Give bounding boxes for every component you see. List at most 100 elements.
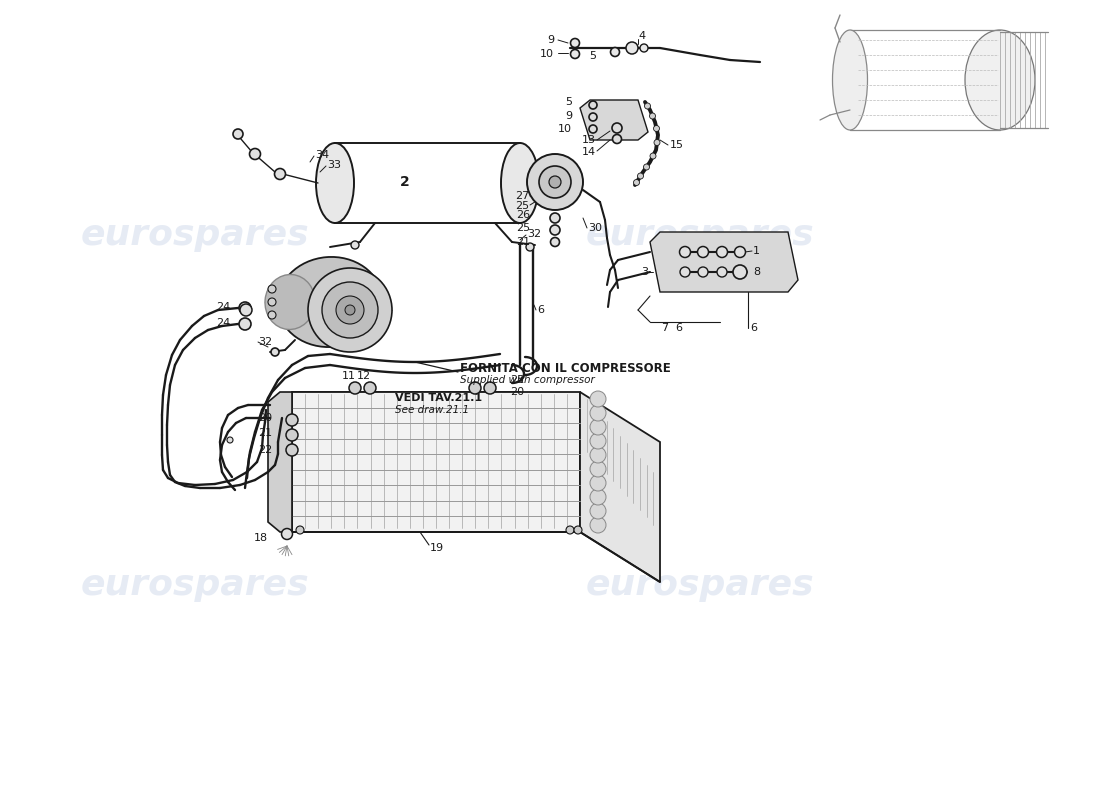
Circle shape [590,517,606,533]
Polygon shape [650,232,798,292]
Circle shape [588,125,597,133]
Text: 6: 6 [750,323,757,333]
Text: eurospares: eurospares [80,568,309,602]
Circle shape [539,166,571,198]
Circle shape [644,164,649,170]
Text: eurospares: eurospares [585,568,814,602]
Text: 25: 25 [515,201,529,211]
Circle shape [239,318,251,330]
Text: 10: 10 [558,124,572,134]
Circle shape [590,419,606,435]
Circle shape [239,302,251,314]
Polygon shape [292,392,580,442]
Circle shape [590,503,606,519]
Ellipse shape [833,30,868,130]
Ellipse shape [265,274,315,330]
Text: 18: 18 [254,533,268,543]
Text: 19: 19 [430,543,444,553]
Text: 32: 32 [258,337,272,347]
Circle shape [590,433,606,449]
Text: 25: 25 [516,223,530,233]
Text: 21: 21 [516,237,530,247]
Circle shape [590,489,606,505]
Circle shape [612,123,621,133]
Circle shape [233,129,243,139]
Circle shape [250,149,261,159]
Text: 13: 13 [582,135,596,145]
Circle shape [286,414,298,426]
Circle shape [680,267,690,277]
Circle shape [526,243,534,251]
Text: 14: 14 [582,147,596,157]
Text: 6: 6 [675,323,682,333]
Text: FORNITA CON IL COMPRESSORE: FORNITA CON IL COMPRESSORE [460,362,671,374]
Circle shape [296,526,304,534]
Circle shape [240,304,252,316]
Circle shape [733,265,747,279]
Text: Supplied with compressor: Supplied with compressor [460,375,595,385]
Circle shape [645,103,650,109]
Text: 21: 21 [257,428,272,438]
Text: 33: 33 [327,160,341,170]
Circle shape [349,382,361,394]
Text: 7: 7 [661,323,668,333]
Circle shape [268,311,276,319]
Text: 2: 2 [400,175,409,189]
Circle shape [550,238,560,246]
Polygon shape [580,100,648,140]
Circle shape [566,526,574,534]
Circle shape [588,101,597,109]
Circle shape [351,241,359,249]
Circle shape [571,38,580,47]
Circle shape [698,267,708,277]
Circle shape [626,42,638,54]
Circle shape [268,298,276,306]
Text: 30: 30 [588,223,602,233]
Text: 22: 22 [257,445,272,455]
Circle shape [590,447,606,463]
Circle shape [268,285,276,293]
Circle shape [550,225,560,235]
Ellipse shape [277,257,383,347]
Text: 4: 4 [638,31,645,41]
Circle shape [282,529,293,539]
Text: 9: 9 [565,111,572,121]
Circle shape [590,405,606,421]
Circle shape [484,382,496,394]
Polygon shape [292,392,580,532]
Text: 27: 27 [515,191,529,201]
Text: See draw.21.1: See draw.21.1 [395,405,469,415]
Polygon shape [580,392,660,582]
Text: 26: 26 [516,210,530,220]
Text: 12: 12 [356,371,371,381]
Circle shape [654,139,660,146]
Circle shape [590,475,606,491]
Circle shape [590,391,606,407]
Circle shape [697,246,708,258]
Polygon shape [268,392,292,532]
Text: 3: 3 [641,267,648,277]
Text: 1: 1 [754,246,760,256]
Circle shape [590,461,606,477]
Circle shape [364,382,376,394]
Text: VEDI TAV.21.1: VEDI TAV.21.1 [395,393,482,403]
Circle shape [286,444,298,456]
Text: 5: 5 [588,51,596,61]
Text: 25: 25 [510,375,524,385]
Circle shape [716,246,727,258]
Circle shape [549,176,561,188]
Ellipse shape [500,143,539,223]
Circle shape [610,47,619,57]
Circle shape [336,296,364,324]
Text: 6: 6 [537,305,544,315]
Text: 20: 20 [510,387,524,397]
Text: eurospares: eurospares [80,218,309,252]
Text: 24: 24 [216,318,230,328]
Circle shape [680,246,691,258]
Circle shape [275,169,286,179]
Circle shape [638,173,644,179]
Text: 34: 34 [315,150,329,160]
Circle shape [550,213,560,223]
Circle shape [735,246,746,258]
Circle shape [653,126,660,131]
